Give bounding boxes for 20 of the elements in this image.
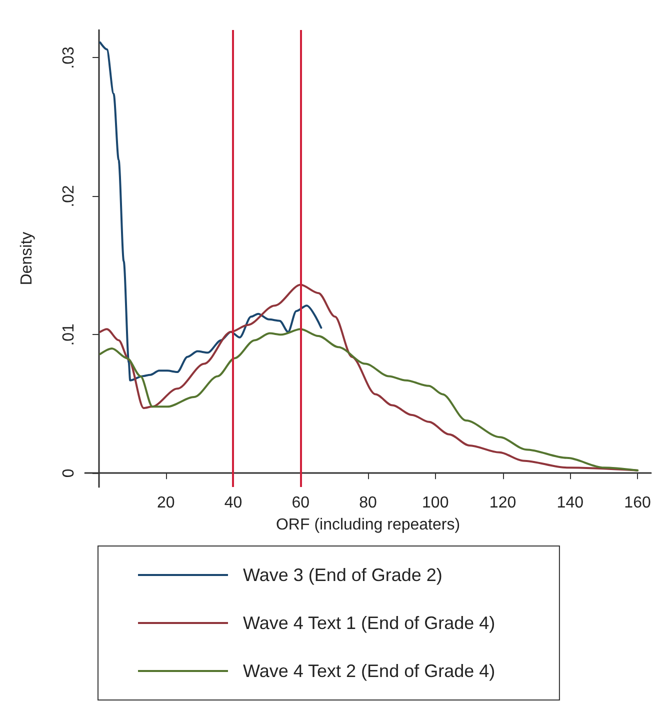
line-series xyxy=(99,284,639,472)
x-tick-label: 120 xyxy=(489,494,516,512)
x-tick-label: 60 xyxy=(292,494,310,512)
x-tick-label: 40 xyxy=(224,494,242,512)
y-tick-label: .01 xyxy=(60,323,78,346)
y-tick-label: .03 xyxy=(60,46,78,69)
x-tick-label: 160 xyxy=(624,494,651,512)
x-axis-title: ORF (including repeaters) xyxy=(276,516,460,534)
y-axis-title: Density xyxy=(18,232,36,286)
x-tick-label: 20 xyxy=(156,494,175,512)
line-series xyxy=(99,328,639,472)
legend-label: Wave 4 Text 1 (End of Grade 4) xyxy=(243,613,496,633)
x-tick-label: 100 xyxy=(422,494,449,512)
y-tick-label: 0 xyxy=(60,468,78,478)
x-tick-label: 80 xyxy=(359,494,377,512)
y-tick-label: .02 xyxy=(60,184,78,208)
legend-label: Wave 4 Text 2 (End of Grade 4) xyxy=(243,661,496,681)
x-tick-label: 140 xyxy=(556,494,584,512)
legend-label: Wave 3 (End of Grade 2) xyxy=(243,565,442,585)
line-series xyxy=(99,41,322,382)
